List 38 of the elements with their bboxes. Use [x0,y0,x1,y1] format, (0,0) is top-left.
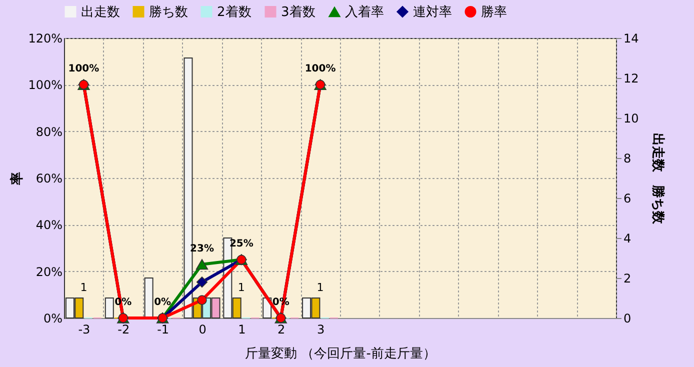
y2-tick-label: 12 [624,72,639,86]
legend-label: 勝率 [481,4,507,20]
y2-tick-label: 6 [624,192,632,206]
y2-tick-label: 14 [624,32,639,46]
y2-tick-label: 10 [624,112,639,126]
data-label: 1 [316,281,324,294]
legend-label: 入着率 [345,4,384,20]
y-tick-label: 20% [36,264,62,279]
data-label: 0% [154,297,172,308]
y2-tick-label: 0 [624,312,632,326]
x-tick-label: 1 [238,322,246,336]
y-tick-label: 80% [36,124,62,139]
legend-label: 2着数 [217,4,252,20]
y2-tick-label: 2 [624,272,632,286]
x-tick-label: 0 [198,322,206,336]
data-label: 100% [304,64,336,75]
y-tick-label: 0% [43,312,62,326]
y2-tick-label: 4 [624,232,632,246]
y-axis-title: 率 [9,172,26,186]
data-label: 1 [80,281,88,294]
legend-label: 勝ち数 [149,4,188,20]
legend-label: 出走数 [81,4,120,20]
legend-label: 連対率 [413,4,452,20]
x-tick-label: -3 [78,322,90,336]
y2-axis-title: 出走数 勝ち数 [650,133,665,225]
x-tick-label: 3 [316,322,325,336]
legend-label: 3着数 [281,4,316,20]
y-tick-label: 100% [28,78,62,92]
y-tick-label: 60% [36,172,62,186]
y-tick-label: 120% [28,32,62,46]
y2-tick-label: 8 [624,152,632,166]
x-tick-label: -2 [118,322,130,336]
y-tick-label: 40% [36,218,62,232]
x-tick-label: 2 [278,322,286,336]
x-axis-title: 斤量変動 （今回斤量-前走斤量） [245,346,436,362]
data-label: 100% [68,64,100,75]
x-tick-label: -1 [157,322,170,336]
data-label: 1 [238,281,245,294]
